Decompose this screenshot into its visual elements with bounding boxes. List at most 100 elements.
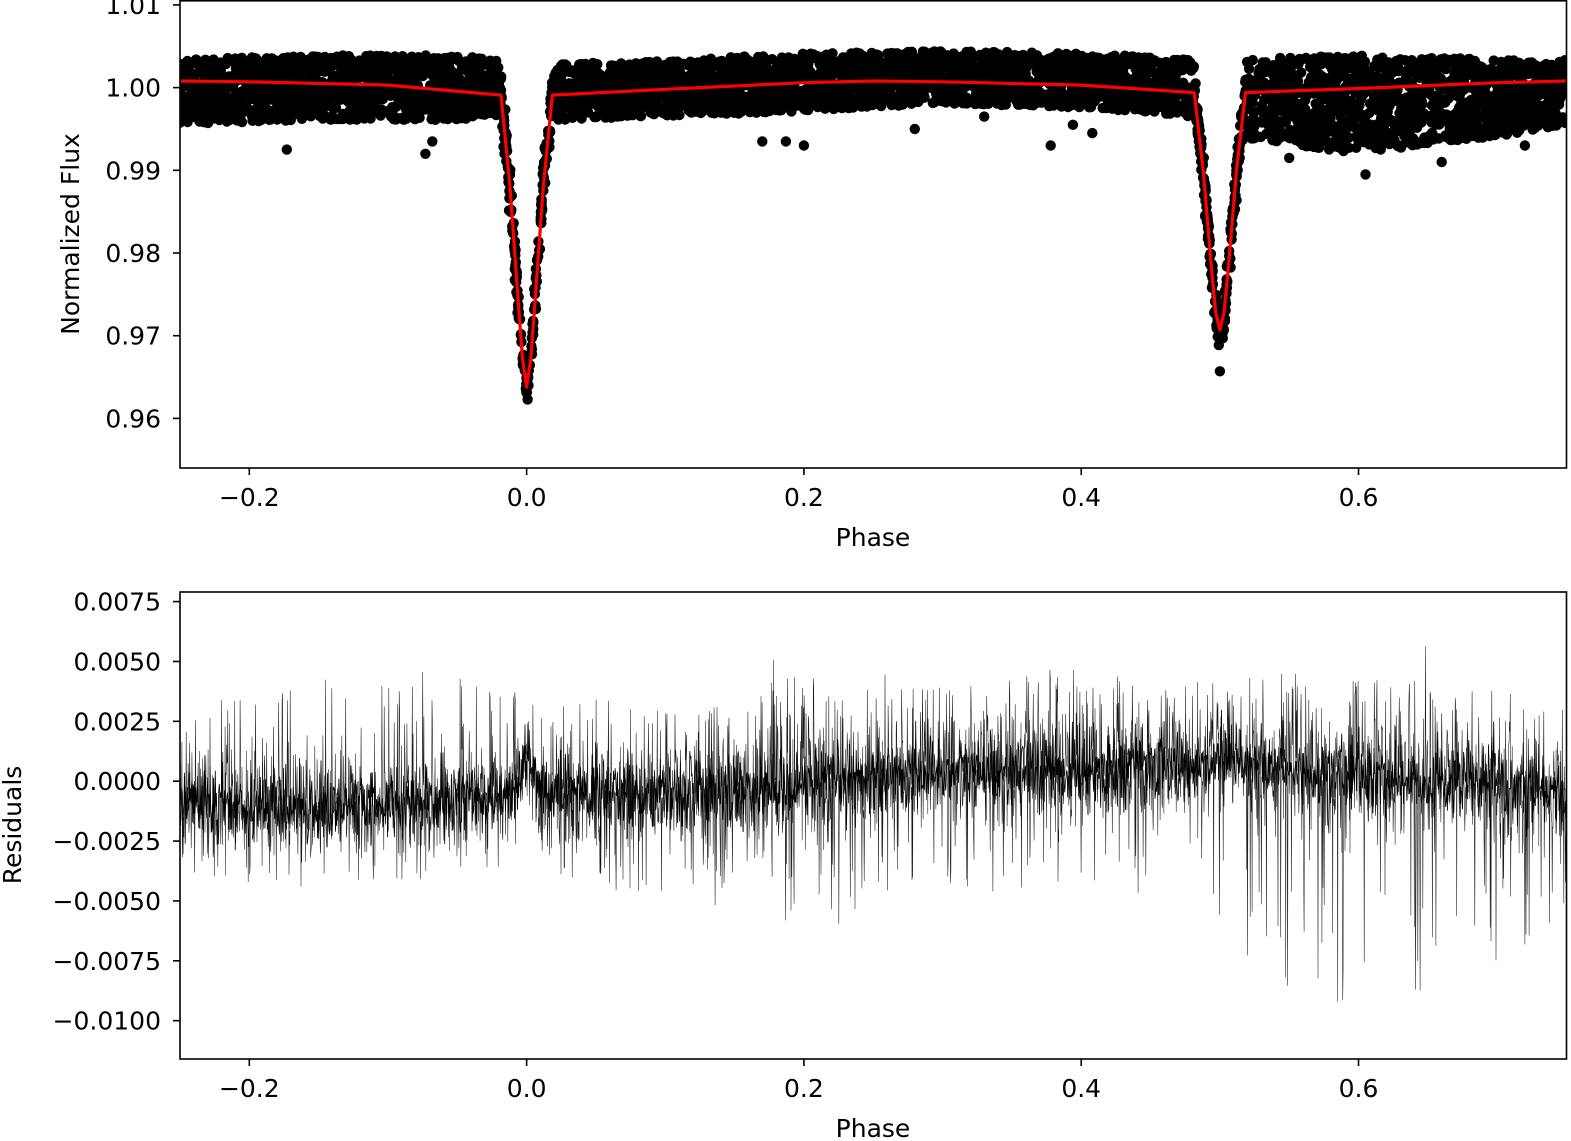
flux-data-point xyxy=(829,95,840,106)
flux-data-point xyxy=(287,97,298,108)
flux-data-point xyxy=(426,114,437,125)
flux-data-point xyxy=(1115,59,1126,70)
flux-data-point xyxy=(1312,142,1324,153)
flux-data-point xyxy=(957,98,969,109)
flux-data-point xyxy=(232,92,243,104)
flux-data-point xyxy=(1119,50,1131,61)
flux-data-point xyxy=(805,48,816,59)
flux-data-point xyxy=(359,113,370,124)
flux-data-point xyxy=(307,62,319,74)
flux-data-point xyxy=(917,46,929,57)
flux-data-point xyxy=(1479,86,1491,97)
flux-data-point xyxy=(180,105,190,116)
flux-data-point xyxy=(1338,89,1349,100)
flux-data-point xyxy=(699,97,711,108)
flux-data-point xyxy=(1525,91,1536,103)
flux-data-point xyxy=(1435,54,1447,65)
flux-data-point xyxy=(886,99,897,111)
flux-data-point xyxy=(721,70,733,82)
flux-data-point xyxy=(592,58,603,70)
flux-data-point xyxy=(401,113,412,124)
flux-data-point xyxy=(1348,51,1359,62)
flux-data-point xyxy=(1108,69,1119,80)
flux-data-point xyxy=(878,60,889,71)
flux-data-points xyxy=(180,46,1567,405)
flux-data-point xyxy=(1560,58,1567,69)
flux-data-point xyxy=(1285,124,1296,136)
flux-data-point xyxy=(1451,90,1462,102)
flux-data-point xyxy=(767,54,778,65)
flux-data-point xyxy=(380,84,391,95)
flux-data-point xyxy=(693,73,704,84)
flux-data-point xyxy=(264,114,275,126)
flux-data-point xyxy=(992,57,1004,68)
flux-data-point xyxy=(1062,72,1074,84)
flux-data-point xyxy=(439,52,451,64)
flux-data-point xyxy=(1370,119,1382,130)
flux-data-point xyxy=(493,75,505,87)
flux-data-point xyxy=(1353,62,1365,74)
flux-data-point xyxy=(1356,132,1368,143)
flux-data-point xyxy=(728,54,740,66)
flux-data-point xyxy=(1267,99,1278,110)
flux-data-point xyxy=(1319,117,1330,128)
flux-data-point xyxy=(1455,60,1466,71)
flux-data-point xyxy=(616,94,628,106)
flux-data-point xyxy=(326,110,338,122)
flux-data-point xyxy=(618,75,630,86)
flux-data-point xyxy=(982,68,993,79)
flux-data-point xyxy=(295,68,306,80)
flux-data-point xyxy=(411,103,423,115)
flux-data-point xyxy=(272,69,283,80)
flux-data-point xyxy=(1309,108,1320,120)
flux-data-point xyxy=(552,64,563,76)
flux-data-point xyxy=(1395,54,1406,65)
flux-data-point xyxy=(1413,99,1424,110)
flux-data-point xyxy=(781,83,792,95)
flux-data-point xyxy=(823,54,835,65)
flux-data-point xyxy=(1498,120,1510,131)
flux-data-point xyxy=(244,63,255,74)
flux-data-point xyxy=(1313,124,1324,135)
flux-data-point xyxy=(314,52,326,64)
flux-data-point xyxy=(845,65,857,76)
flux-data-point xyxy=(941,91,953,102)
flux-data-point xyxy=(434,101,446,112)
flux-data-point xyxy=(593,100,604,112)
flux-data-point xyxy=(774,100,785,112)
flux-data-point xyxy=(950,97,961,108)
flux-data-point xyxy=(444,62,455,74)
flux-data-point xyxy=(1517,92,1528,104)
flux-data-point xyxy=(561,100,572,112)
flux-data-point xyxy=(1259,94,1270,105)
flux-data-point xyxy=(1148,102,1160,113)
flux-data-point xyxy=(254,100,266,112)
flux-data-point xyxy=(1026,50,1037,61)
flux-data-point xyxy=(1004,65,1015,76)
flux-data-point xyxy=(198,67,210,78)
flux-data-point xyxy=(897,99,908,110)
flux-data-point xyxy=(1348,116,1359,128)
flux-data-point xyxy=(1426,127,1438,139)
flux-data-point xyxy=(196,58,207,69)
flux-data-point xyxy=(1067,86,1078,98)
flux-data-point xyxy=(794,88,805,100)
flux-data-point xyxy=(854,69,865,80)
flux-data-point xyxy=(1460,71,1471,82)
flux-data-point xyxy=(1323,144,1335,155)
flux-data-point xyxy=(1379,90,1390,101)
flux-data-point xyxy=(818,91,830,102)
flux-data-point xyxy=(552,76,564,88)
flux-data-point xyxy=(1304,61,1316,73)
flux-data-point xyxy=(1071,59,1082,70)
flux-data-point xyxy=(1426,53,1437,64)
flux-data-point xyxy=(1425,89,1437,100)
flux-data-point xyxy=(195,115,206,127)
flux-data-point xyxy=(1184,57,1195,69)
flux-data-point xyxy=(1533,100,1544,111)
flux-data-point xyxy=(1406,55,1418,66)
flux-data-point xyxy=(1274,116,1286,127)
flux-data-point xyxy=(764,105,775,117)
flux-data-point xyxy=(1330,104,1342,115)
